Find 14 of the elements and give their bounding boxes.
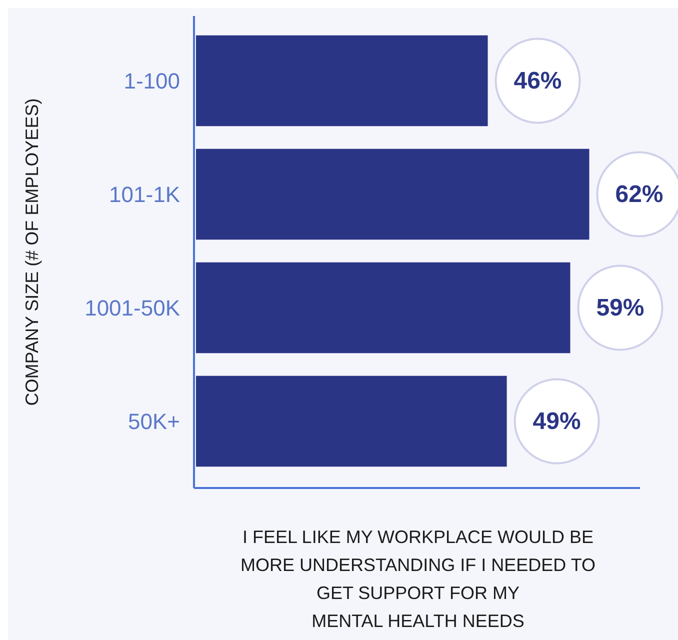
- x-axis-title: I FEEL LIKE MY WORKPLACE WOULD BE MORE UNDERSTANDING IF I NEEDED TO GET SUPPORT FOR MY MENTAL HEALTH NEEDS: [240, 527, 596, 631]
- data-label: 59%: [596, 294, 644, 322]
- bar: [196, 376, 507, 467]
- data-label: 49%: [532, 408, 581, 435]
- bar: [196, 35, 488, 126]
- data-label: 62%: [615, 180, 664, 208]
- y-tick-label: 50K+: [128, 408, 180, 434]
- y-axis-title: COMPANY SIZE (# OF EMPLOYEES): [22, 98, 42, 406]
- y-tick-label: 101-1K: [109, 182, 180, 207]
- bar: [196, 148, 590, 240]
- bar: [196, 262, 570, 354]
- y-tick-label: 1-100: [124, 68, 180, 94]
- y-tick-label: 1001-50K: [84, 295, 180, 320]
- data-label: 46%: [514, 67, 562, 94]
